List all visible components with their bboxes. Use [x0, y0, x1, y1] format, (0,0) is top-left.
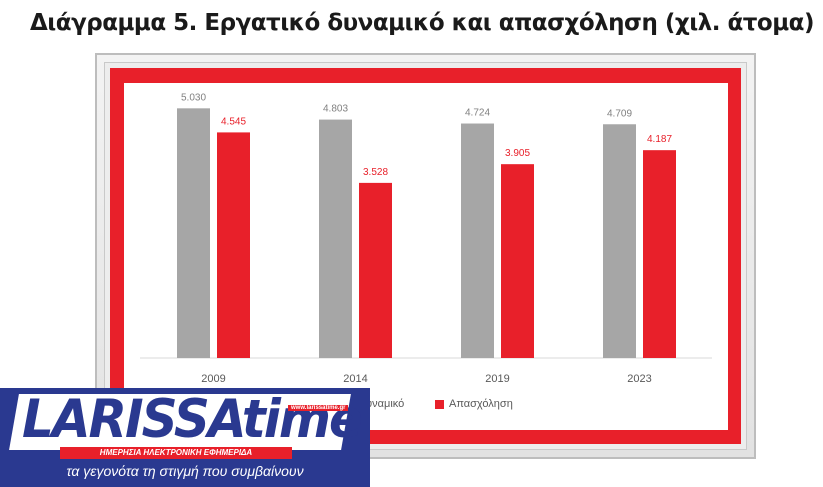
legend-label-labor: δυναμικό	[360, 398, 405, 410]
data-label-employment-2014: 3.528	[363, 167, 388, 178]
bar-labor-2019	[461, 123, 494, 358]
bar-employment-2019	[501, 164, 534, 358]
x-tick-label-2019: 2019	[485, 373, 509, 385]
legend-item-employment: Απασχόληση	[435, 398, 513, 410]
legend-swatch-employment	[435, 399, 444, 409]
x-tick-label-2009: 2009	[201, 373, 225, 385]
bar-employment-2023	[643, 150, 676, 358]
bar-labor-2023	[603, 124, 636, 359]
data-label-labor-2014: 4.803	[323, 104, 348, 115]
data-label-labor-2023: 4.709	[607, 108, 632, 119]
data-label-labor-2019: 4.724	[465, 108, 490, 119]
bar-employment-2014	[359, 182, 392, 358]
data-label-employment-2009: 4.545	[221, 116, 246, 127]
data-label-employment-2019: 3.905	[505, 148, 530, 159]
legend-label-employment: Απασχόληση	[449, 398, 513, 410]
logo-tagline: ΗΜΕΡΗΣΙΑ ΗΛΕΚΤΡΟΝΙΚΗ ΕΦΗΜΕΡΙΔΑ	[60, 447, 292, 459]
bar-labor-2009	[177, 108, 210, 358]
legend-item-labor: δυναμικό	[360, 398, 404, 410]
x-tick-label-2014: 2014	[343, 373, 367, 385]
larissatime-logo: LARISSAtime www.larissatime.gr ΗΜΕΡΗΣΙΑ …	[0, 388, 370, 487]
bar-employment-2009	[217, 132, 250, 358]
bar-labor-2014	[319, 119, 352, 358]
page-title: Διάγραμμα 5. Εργατικό δυναμικό και απασχ…	[30, 10, 814, 36]
x-tick-label-2023: 2023	[627, 373, 651, 385]
data-label-labor-2009: 5.030	[181, 92, 206, 103]
logo-url: www.larissatime.gr	[288, 405, 349, 411]
logo-wordmark: LARISSAtime	[22, 388, 363, 450]
data-label-employment-2023: 4.187	[647, 134, 672, 145]
logo-slogan: τα γεγονότα τη στιγμή που συμβαίνουν	[66, 463, 304, 479]
